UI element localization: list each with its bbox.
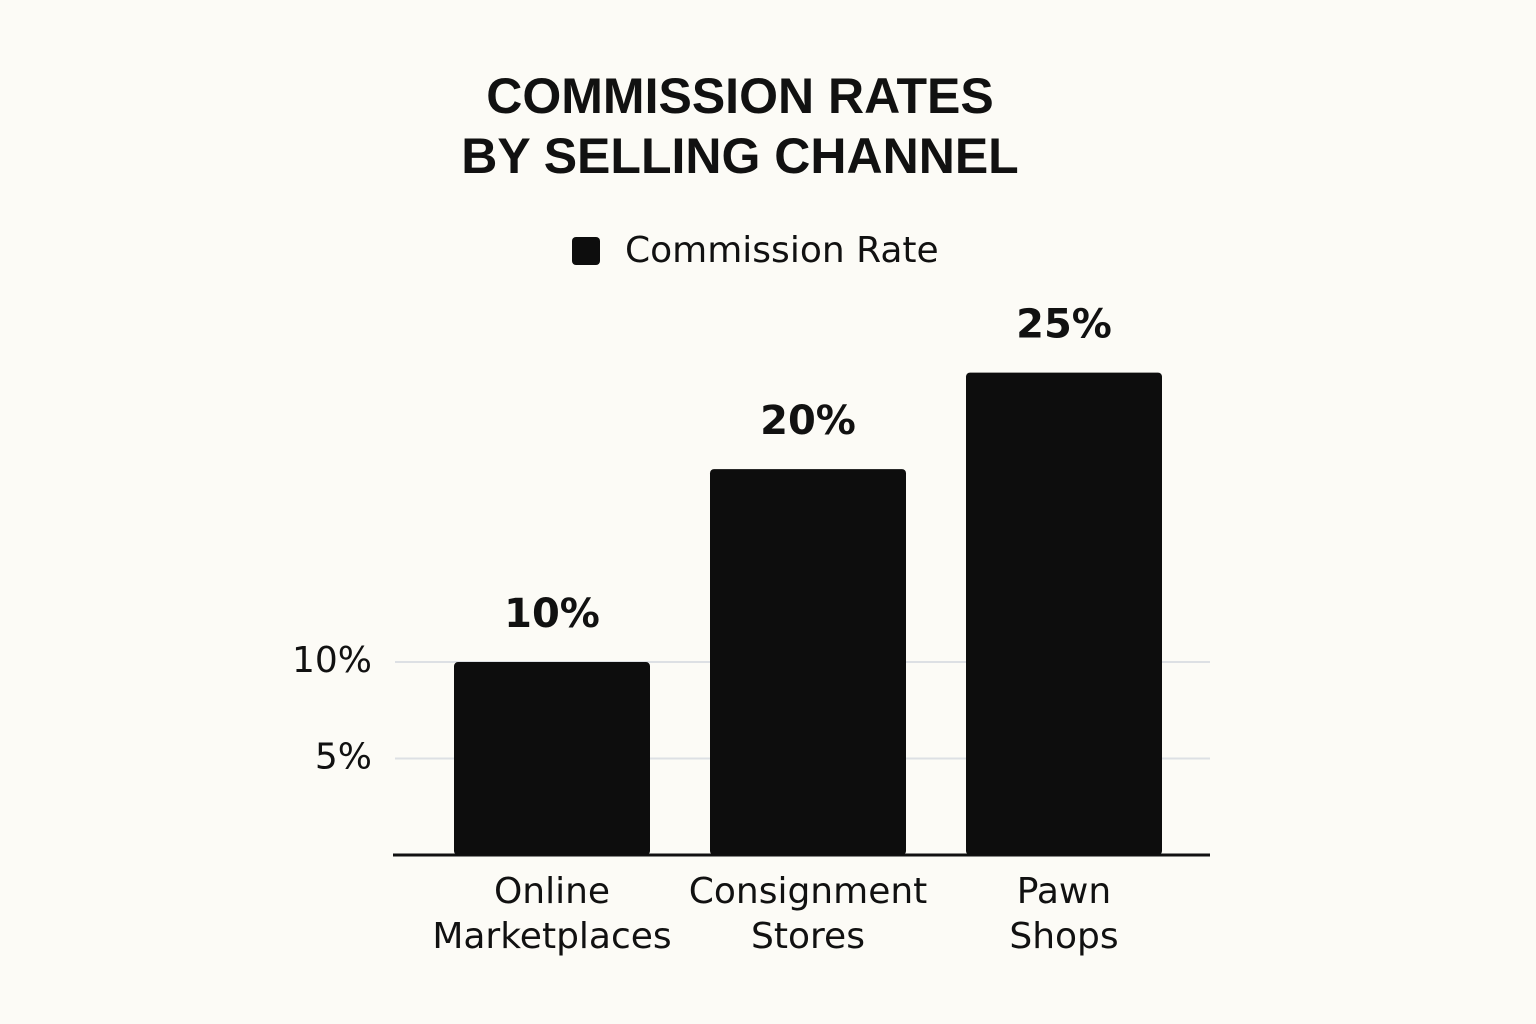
bar	[710, 469, 906, 855]
value-label-bg	[1009, 302, 1119, 347]
x-tick-label: Pawn	[1017, 871, 1111, 912]
x-tick-label: Stores	[751, 916, 865, 957]
bar	[454, 662, 650, 855]
value-label-bg	[753, 399, 863, 444]
chart-title: BY SELLING CHANNEL	[461, 128, 1018, 184]
y-tick-label: 10%	[292, 640, 372, 681]
bar	[966, 372, 1162, 855]
x-tick-label: Consignment	[689, 871, 928, 912]
x-tick-label: Marketplaces	[432, 916, 671, 957]
y-tick-label: 5%	[315, 737, 372, 778]
x-tick-label: Online	[494, 871, 610, 912]
legend-label: Commission Rate	[625, 230, 939, 271]
value-label: 25%	[1016, 302, 1112, 348]
legend-swatch	[572, 237, 600, 265]
chart-title: COMMISSION RATES	[486, 68, 993, 124]
value-label: 10%	[504, 591, 600, 637]
value-label-bg	[497, 592, 607, 637]
value-label: 20%	[760, 398, 856, 444]
x-tick-label: Shops	[1009, 916, 1118, 957]
